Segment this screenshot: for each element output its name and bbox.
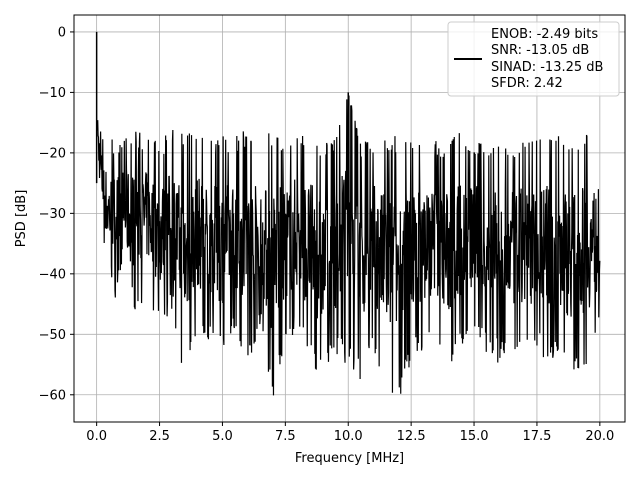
- y-axis-ticks: 0 −10 −20 −30 −40 −50 −60: [39, 25, 74, 403]
- legend: ENOB: -2.49 bits SNR: -13.05 dB SINAD: -…: [447, 21, 620, 97]
- x-tick-label: 15.0: [460, 429, 489, 444]
- x-tick-label: 20.0: [585, 429, 614, 444]
- y-tick-label: −60: [39, 388, 66, 403]
- x-tick-label: 2.5: [149, 429, 170, 444]
- legend-sinad: SINAD: -13.25 dB: [491, 60, 603, 75]
- x-tick-label: 7.5: [275, 429, 296, 444]
- x-tick-label: 0.0: [86, 429, 107, 444]
- y-tick-label: −30: [39, 207, 66, 222]
- y-tick-label: −20: [39, 146, 66, 161]
- y-axis-label: PSD [dB]: [14, 190, 29, 248]
- legend-box: [447, 21, 620, 97]
- legend-sfdr: SFDR: 2.42: [491, 76, 563, 91]
- psd-series: [95, 31, 601, 396]
- psd-trace: [96, 95, 601, 396]
- x-tick-label: 12.5: [397, 429, 426, 444]
- x-tick-label: 10.0: [334, 429, 363, 444]
- legend-enob: ENOB: -2.49 bits: [491, 27, 598, 42]
- y-tick-label: 0: [58, 25, 66, 40]
- y-tick-label: −10: [39, 86, 66, 101]
- legend-snr: SNR: -13.05 dB: [491, 43, 589, 58]
- y-tick-label: −50: [39, 328, 66, 343]
- x-axis-ticks: 0.0 2.5 5.0 7.5 10.0 12.5 15.0 17.5 20.0: [86, 422, 614, 444]
- x-tick-label: 17.5: [522, 429, 551, 444]
- x-tick-label: 5.0: [212, 429, 233, 444]
- plot-frame: [73, 14, 626, 423]
- y-tick-label: −40: [39, 267, 66, 282]
- x-axis-label: Frequency [MHz]: [295, 451, 404, 466]
